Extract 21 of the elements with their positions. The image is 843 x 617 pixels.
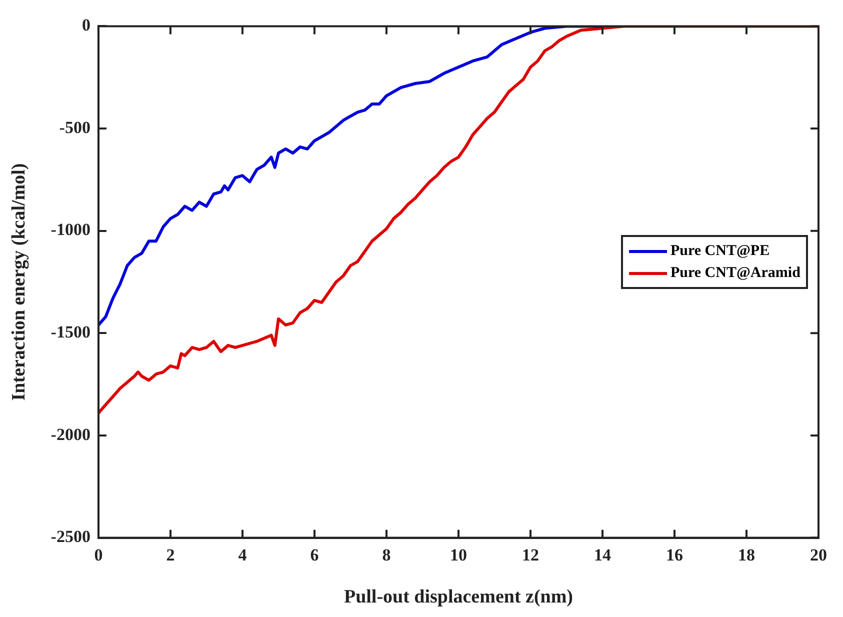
y-tick-label: -1000 (50, 220, 90, 240)
x-tick-label: 12 (522, 545, 539, 564)
x-tick-label: 20 (810, 545, 827, 564)
x-tick-label: 10 (450, 545, 467, 564)
y-axis-title: Interaction energy (kcal/mol) (8, 163, 30, 401)
x-tick-label: 2 (166, 545, 175, 564)
x-axis-title: Pull-out displacement z(nm) (344, 586, 574, 608)
x-tick-label: 0 (94, 545, 103, 564)
y-tick-label: 0 (82, 16, 90, 35)
x-tick-label: 8 (382, 545, 391, 564)
legend-label: Pure CNT@Aramid (670, 264, 800, 282)
y-tick-label: -2500 (50, 527, 90, 546)
x-tick-label: 18 (738, 545, 755, 564)
y-tick-label: -1500 (50, 322, 90, 342)
x-tick-label: 14 (594, 545, 612, 564)
x-tick-label: 4 (238, 545, 248, 564)
legend-label: Pure CNT@PE (670, 242, 770, 260)
x-tick-label: 16 (666, 545, 683, 564)
y-tick-label: -500 (59, 118, 90, 137)
x-tick-label: 6 (310, 545, 319, 564)
y-tick-label: -2000 (50, 424, 90, 444)
